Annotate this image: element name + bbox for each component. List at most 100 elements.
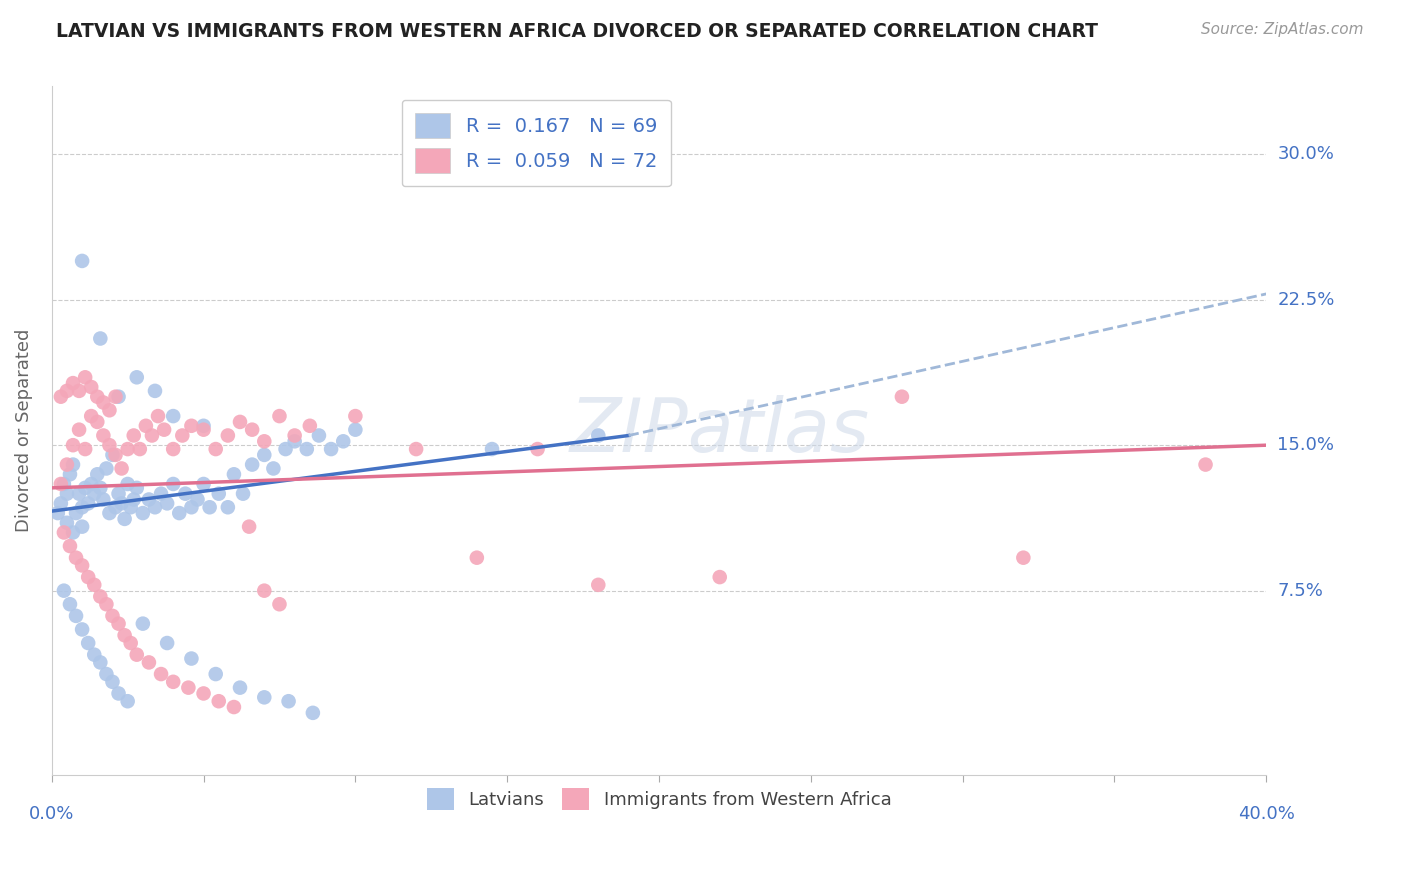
Point [125, 648, 148, 662]
Point [229, 681, 252, 695]
Point [107, 686, 129, 700]
Point [1194, 458, 1216, 472]
Point [465, 550, 488, 565]
Point [59, 597, 82, 611]
Point [240, 423, 263, 437]
Point [65, 506, 87, 520]
Point [75, 481, 97, 495]
Point [588, 578, 610, 592]
Point [180, 651, 202, 665]
Point [83, 578, 105, 592]
Point [153, 423, 176, 437]
Point [110, 496, 132, 510]
Text: 30.0%: 30.0% [1278, 145, 1334, 163]
Point [62, 525, 84, 540]
Point [67, 486, 90, 500]
Point [98, 403, 121, 417]
Point [67, 384, 90, 398]
Point [229, 415, 252, 429]
Point [132, 616, 155, 631]
Point [238, 519, 260, 533]
Point [138, 656, 160, 670]
Text: Source: ZipAtlas.com: Source: ZipAtlas.com [1201, 22, 1364, 37]
Point [65, 608, 87, 623]
Point [122, 492, 145, 507]
Point [253, 434, 276, 449]
Point [204, 667, 226, 681]
Point [156, 636, 179, 650]
Point [174, 486, 197, 500]
Point [117, 477, 139, 491]
Point [132, 506, 155, 520]
Point [70, 500, 93, 515]
Point [405, 442, 427, 456]
Point [96, 667, 118, 681]
Point [890, 390, 912, 404]
Point [232, 486, 254, 500]
Point [262, 461, 284, 475]
Point [298, 418, 321, 433]
Point [150, 486, 173, 500]
Point [89, 481, 111, 495]
Point [49, 477, 72, 491]
Point [93, 395, 115, 409]
Point [177, 681, 200, 695]
Point [52, 583, 75, 598]
Text: ZIPatlas: ZIPatlas [569, 394, 870, 467]
Point [193, 686, 215, 700]
Point [89, 656, 111, 670]
Point [481, 442, 503, 456]
Point [83, 486, 105, 500]
Point [62, 376, 84, 391]
Point [162, 674, 184, 689]
Point [62, 458, 84, 472]
Point [1012, 550, 1035, 565]
Point [135, 418, 157, 433]
Point [104, 448, 127, 462]
Point [98, 506, 121, 520]
Point [96, 461, 118, 475]
Point [96, 597, 118, 611]
Text: 22.5%: 22.5% [1278, 291, 1334, 309]
Point [80, 477, 103, 491]
Point [332, 434, 354, 449]
Point [70, 623, 93, 637]
Point [93, 492, 115, 507]
Point [75, 370, 97, 384]
Point [308, 428, 330, 442]
Point [344, 409, 367, 423]
Text: 0.0%: 0.0% [30, 805, 75, 823]
Point [217, 428, 239, 442]
Point [217, 500, 239, 515]
Point [46, 506, 69, 520]
Point [86, 467, 108, 482]
Point [208, 486, 231, 500]
Point [208, 694, 231, 708]
Point [107, 486, 129, 500]
Point [49, 496, 72, 510]
Point [198, 500, 221, 515]
Point [172, 428, 194, 442]
Point [284, 428, 307, 442]
Point [277, 694, 299, 708]
Point [80, 409, 103, 423]
Point [709, 570, 731, 584]
Point [114, 512, 136, 526]
Point [526, 442, 548, 456]
Point [295, 442, 318, 456]
Point [101, 448, 124, 462]
Point [180, 500, 202, 515]
Point [156, 496, 179, 510]
Point [274, 442, 297, 456]
Point [588, 428, 610, 442]
Point [83, 648, 105, 662]
Point [56, 516, 79, 530]
Point [52, 525, 75, 540]
Point [186, 492, 208, 507]
Point [49, 390, 72, 404]
Point [59, 539, 82, 553]
Point [222, 467, 245, 482]
Point [169, 506, 191, 520]
Point [89, 331, 111, 345]
Point [86, 415, 108, 429]
